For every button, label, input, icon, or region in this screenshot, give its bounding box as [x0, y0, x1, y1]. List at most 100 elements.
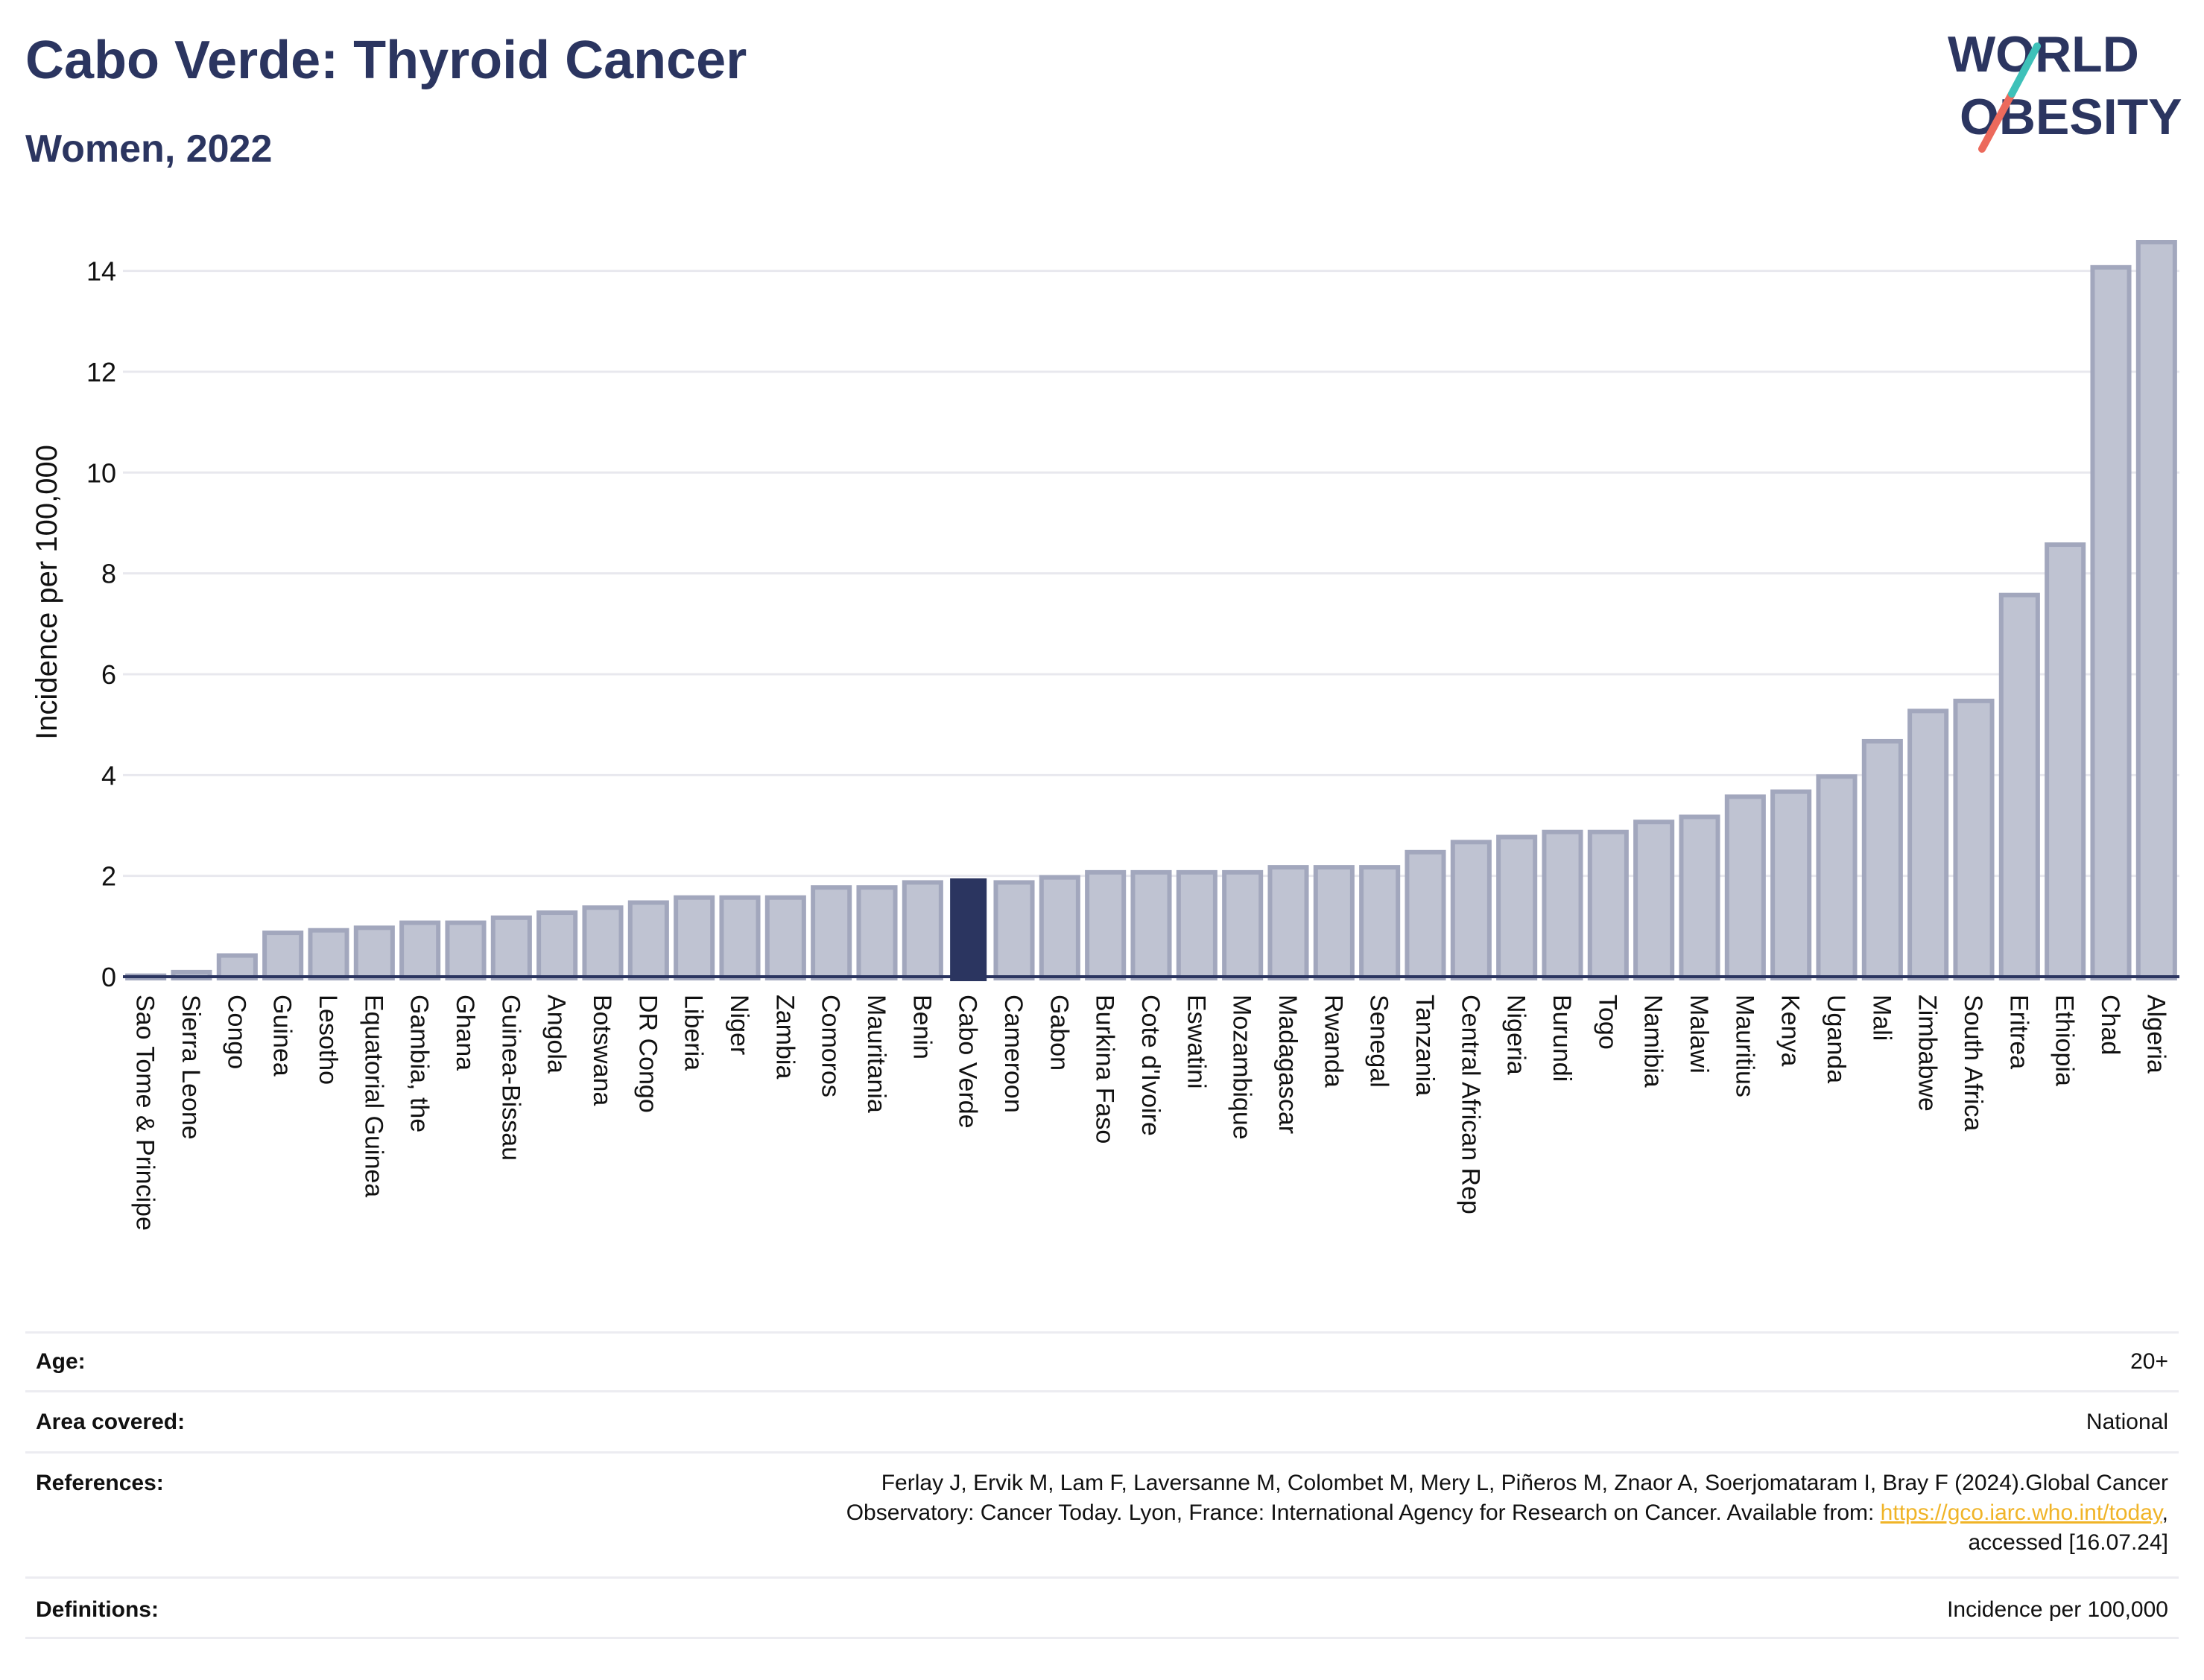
info-row-age: Age: 20+ — [25, 1331, 2179, 1390]
bar — [1861, 738, 1903, 980]
bar — [1816, 774, 1858, 980]
references-line2-end: , — [2162, 1500, 2168, 1525]
bar — [2135, 240, 2177, 980]
bar — [1130, 869, 1172, 980]
axes: 0 2 4 6 8 10 12 14 Sao Tome & Principe Sierra Leo… — [86, 256, 2179, 1231]
bar — [2045, 542, 2086, 980]
references-label: References: — [36, 1471, 164, 1495]
x-tick-label: Mauritania — [862, 995, 890, 1113]
y-axis-title: Incidence per 100,000 — [31, 445, 63, 740]
bar — [993, 880, 1035, 981]
references-value: Ferlay J, Ervik M, Lam F, Laversanne M, … — [574, 1468, 2179, 1558]
bar — [1039, 875, 1080, 981]
logo-text-line1: WORLD — [1948, 26, 2139, 83]
world-obesity-logo: WORLD OBESITY — [1948, 26, 2182, 153]
bar — [308, 928, 349, 980]
x-tick-label: Algeria — [2141, 995, 2170, 1074]
bar — [1496, 834, 1538, 980]
x-tick-label: Mauritius — [1730, 995, 1758, 1097]
bar — [582, 905, 624, 980]
x-tick-label: Gabon — [1045, 995, 1073, 1071]
x-tick-label: Guinea-Bissau — [496, 995, 525, 1161]
y-tick-label: 4 — [101, 760, 116, 790]
bar — [2090, 264, 2132, 980]
bar — [1633, 820, 1675, 981]
x-tick-label: Eswatini — [1182, 995, 1210, 1089]
x-tick-label: Niger — [725, 995, 753, 1055]
bar — [399, 920, 441, 980]
references-line1: Ferlay J, Ervik M, Lam F, Laversanne M, … — [881, 1471, 2168, 1495]
x-tick-label: Gambia, the — [405, 995, 434, 1132]
x-tick-label: South Africa — [1959, 995, 1987, 1131]
bar — [719, 895, 761, 981]
logo-slash-top — [2008, 42, 2041, 98]
bar — [1267, 865, 1309, 980]
bar — [262, 931, 304, 981]
x-tick-label: Rwanda — [1319, 995, 1347, 1088]
chart-title: Cabo Verde: Thyroid Cancer — [25, 31, 747, 90]
area-label: Area covered: — [36, 1410, 186, 1434]
x-tick-label: Angola — [542, 995, 571, 1074]
y-tick-label: 14 — [86, 256, 116, 287]
info-table: Age: 20+ Area covered: National Referenc… — [25, 1331, 2179, 1639]
info-row-references: References: Ferlay J, Ervik M, Lam F, La… — [25, 1451, 2179, 1576]
bar — [764, 895, 806, 981]
x-tick-label: DR Congo — [633, 995, 662, 1113]
bar — [1313, 865, 1355, 980]
bar — [1587, 829, 1629, 980]
bar — [627, 900, 669, 981]
y-tick-label: 2 — [101, 861, 116, 892]
bar — [950, 878, 987, 981]
x-tick-label: Senegal — [1365, 995, 1393, 1088]
references-link[interactable]: https://gco.iarc.who.int/today — [1880, 1500, 2162, 1525]
info-row-area: Area covered: National — [25, 1390, 2179, 1451]
bar — [811, 885, 852, 980]
x-tick-label: Benin — [908, 995, 936, 1059]
bar — [1998, 592, 2040, 980]
x-tick-label: Equatorial Guinea — [359, 995, 387, 1197]
x-tick-label: Sao Tome & Principe — [131, 995, 159, 1231]
bar — [1359, 865, 1401, 980]
logo-slash-bottom — [1978, 90, 2015, 153]
bar — [1724, 794, 1766, 980]
x-tick-label: Comoros — [817, 995, 845, 1097]
bar — [353, 925, 395, 980]
x-tick-label: Mozambique — [1228, 995, 1256, 1140]
x-tick-label: Liberia — [680, 995, 708, 1071]
bar — [902, 880, 943, 981]
bar — [1085, 869, 1127, 980]
bar — [536, 910, 578, 980]
x-tick-label: Mali — [1867, 995, 1896, 1041]
x-tick-label: Burundi — [1548, 995, 1576, 1082]
bar — [1450, 840, 1492, 981]
bar — [856, 885, 898, 980]
y-tick-label: 10 — [86, 457, 116, 488]
bar — [490, 915, 532, 981]
bar-chart: 0 2 4 6 8 10 12 14 Sao Tome & Principe Sierra Leo… — [31, 240, 2179, 1231]
x-tick-label: Tanzania — [1410, 995, 1439, 1096]
bar — [1679, 814, 1720, 980]
x-tick-label: Uganda — [1822, 995, 1850, 1083]
x-tick-label: Malawi — [1685, 995, 1713, 1074]
x-tick-label: Zimbabwe — [1913, 995, 1942, 1112]
definitions-value: Incidence per 100,000 — [1947, 1597, 2168, 1622]
x-tick-label: Sierra Leone — [177, 995, 205, 1140]
x-tick-label: Ethiopia — [2051, 995, 2079, 1086]
x-tick-label: Eritrea — [2004, 995, 2033, 1069]
x-tick-label: Cameroon — [999, 995, 1027, 1113]
y-tick-label: 8 — [101, 559, 116, 589]
x-tick-label: Central African Rep — [1456, 995, 1484, 1214]
x-tick-label: Congo — [222, 995, 250, 1069]
bar — [1770, 789, 1812, 981]
definitions-label: Definitions: — [36, 1597, 159, 1622]
bar — [1542, 829, 1583, 980]
x-tick-label: Ghana — [451, 995, 479, 1071]
bar — [1907, 709, 1949, 980]
x-tick-label: Burkina Faso — [1091, 995, 1119, 1144]
bar — [445, 920, 487, 980]
x-tick-label: Madagascar — [1273, 995, 1302, 1134]
x-tick-label: Namibia — [1639, 995, 1668, 1088]
age-value: 20+ — [2130, 1349, 2168, 1374]
area-value: National — [2086, 1410, 2168, 1434]
y-tick-label: 0 — [101, 962, 116, 992]
